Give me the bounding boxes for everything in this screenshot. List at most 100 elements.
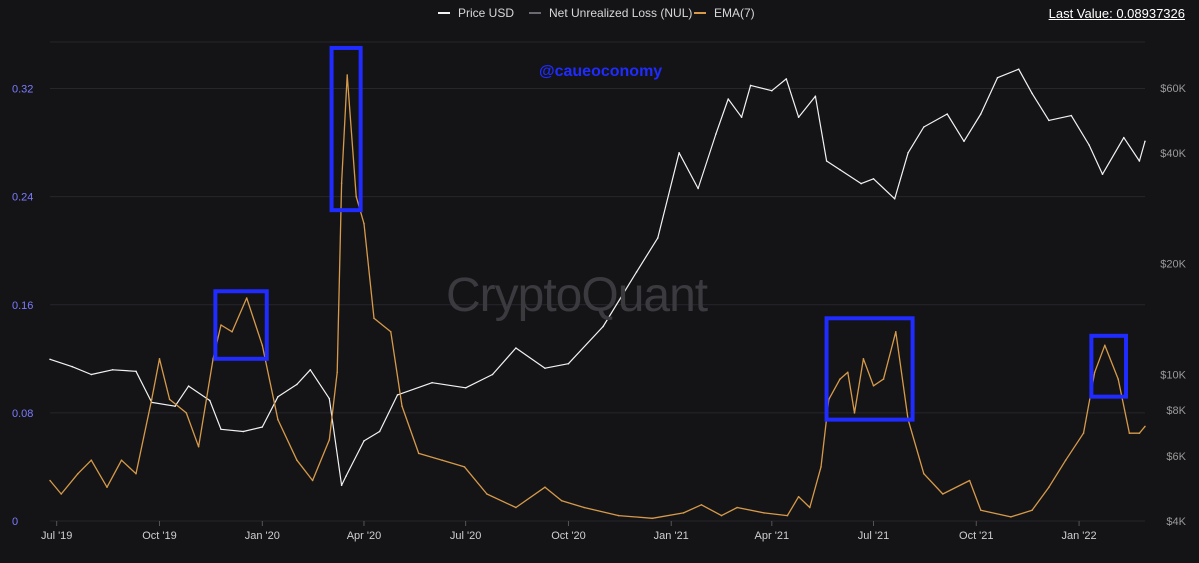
left-axis-tick-label: 0.32	[12, 84, 33, 96]
ema-point	[441, 459, 444, 462]
ema-point	[651, 517, 654, 520]
x-axis-tick-label: Oct '20	[551, 530, 586, 542]
ema-point	[77, 472, 79, 475]
price-point	[71, 365, 74, 368]
brand-watermark: CryptoQuant	[446, 269, 708, 322]
ema-point	[401, 405, 403, 407]
price-point	[1101, 173, 1104, 175]
ema-point	[328, 439, 331, 441]
price-point	[1138, 160, 1141, 162]
ema-point	[882, 378, 885, 380]
price-point	[277, 396, 279, 398]
price-point	[1031, 92, 1033, 95]
ema-point	[968, 479, 971, 482]
left-axis-tick-label: 0.24	[12, 192, 33, 204]
ema-point	[560, 499, 563, 502]
x-axis-tick-label: Apr '21	[755, 530, 790, 542]
price-point	[1017, 68, 1020, 70]
right-axis-tick-label: $6K	[1166, 451, 1186, 463]
x-axis-tick-label: Jul '21	[858, 530, 889, 542]
price-point	[49, 358, 51, 361]
last-value-readout: Last Value: 0.08937326	[1048, 6, 1185, 21]
legend-label-nul: Net Unrealized Loss (NUL)	[549, 6, 693, 20]
ema-point	[544, 486, 546, 489]
price-point	[1048, 119, 1050, 122]
price-point	[963, 140, 965, 143]
ema-point	[1138, 432, 1141, 435]
price-point	[602, 325, 604, 328]
ema-point	[923, 472, 925, 475]
price-point	[946, 113, 948, 115]
ema-point	[150, 398, 153, 401]
ema-point	[1128, 432, 1131, 435]
price-point	[345, 475, 347, 477]
legend-label-ema: EMA(7)	[714, 6, 755, 20]
ema-point	[980, 509, 982, 512]
ema-point	[463, 466, 466, 468]
left-axis-tick-label: 0.16	[12, 300, 33, 312]
price-point	[309, 369, 312, 371]
price-swatch-icon	[438, 12, 450, 14]
price-point	[771, 89, 773, 92]
ema-point	[336, 371, 339, 374]
ema-point	[515, 506, 517, 509]
price-point	[740, 116, 743, 118]
legend-item-ema[interactable]: EMA(7)	[694, 6, 755, 20]
price-point	[1123, 136, 1125, 139]
ema-point	[1010, 516, 1012, 518]
highlight-box-3	[824, 316, 915, 422]
price-point	[907, 152, 909, 154]
legend-item-nul[interactable]: Net Unrealized Loss (NUL)	[529, 6, 692, 20]
ema-point	[786, 514, 789, 517]
ema-point	[1117, 378, 1119, 380]
price-point	[872, 178, 875, 180]
ema-point	[617, 514, 620, 517]
ema-point	[49, 479, 51, 482]
price-point	[261, 426, 264, 428]
ema-point	[220, 324, 222, 326]
ema7-line	[49, 74, 1146, 519]
ema-point	[872, 385, 875, 387]
ema-point	[363, 222, 365, 225]
ema-point	[106, 486, 108, 489]
price-point	[242, 430, 245, 433]
price-point	[340, 484, 343, 487]
highlight-box-2	[329, 45, 363, 213]
right-axis-tick-label: $8K	[1166, 405, 1186, 417]
ema-point	[185, 412, 188, 414]
ema-point	[1104, 344, 1106, 347]
price-usd-line	[49, 68, 1146, 486]
ema-point	[355, 195, 358, 198]
ema-point	[820, 466, 822, 468]
ema-point	[277, 418, 279, 421]
ema-point	[245, 297, 248, 299]
x-axis-tick-label: Jan '22	[1062, 530, 1097, 542]
highlight-box-4	[1089, 333, 1129, 399]
ema-point	[895, 331, 897, 333]
ema-point	[197, 445, 200, 448]
price-point	[396, 394, 399, 396]
legend-item-price[interactable]: Price USD	[438, 6, 514, 20]
author-handle: @caueoconomy	[539, 63, 663, 80]
ema-point	[700, 504, 703, 506]
ema-point	[60, 493, 62, 495]
price-point	[825, 160, 828, 162]
ema-point	[1144, 425, 1146, 428]
ema-point	[1048, 486, 1050, 489]
price-point	[635, 271, 638, 273]
ema-point	[158, 358, 161, 360]
ema-point	[168, 398, 171, 401]
price-point	[1088, 144, 1090, 146]
ema-point	[839, 378, 841, 380]
ema-point	[120, 459, 123, 462]
ema-point	[1064, 459, 1067, 462]
price-point	[1144, 140, 1146, 143]
ema-point	[340, 182, 343, 184]
price-point	[515, 347, 517, 349]
ema-point	[797, 495, 800, 498]
ema-point	[1082, 432, 1085, 435]
ema-point	[763, 512, 765, 514]
right-axis-tick-label: $20K	[1160, 259, 1186, 271]
ema-point	[1031, 509, 1033, 512]
price-point	[544, 367, 546, 370]
